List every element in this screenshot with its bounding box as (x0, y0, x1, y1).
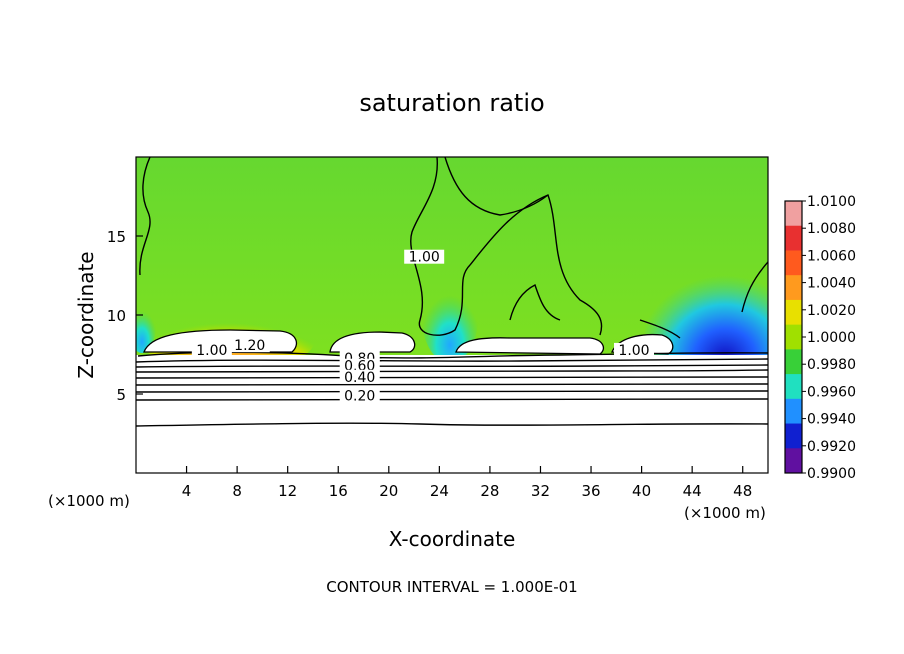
x-tick-label: 16 (329, 482, 348, 500)
colorbar-label: 1.0000 (807, 330, 856, 346)
colorbar-label: 0.9920 (807, 439, 856, 455)
contour-0-10 (136, 422, 768, 427)
x-axis-ticks: 4 8 12 16 20 24 28 32 36 40 44 48 (182, 466, 752, 500)
colorbar-label: 1.0040 (807, 276, 856, 292)
x-tick-label: 28 (480, 482, 499, 500)
contour-interval-note: CONTOUR INTERVAL = 1.000E-01 (326, 578, 577, 596)
contour-label-bg (229, 338, 270, 353)
colorbar-swatch (785, 201, 802, 227)
colorbar-swatch (785, 250, 802, 276)
colorbar-swatch (785, 324, 802, 350)
contour-label: 0.40 (344, 370, 375, 386)
x-tick-label: 20 (379, 482, 398, 500)
x-tick-label: 12 (278, 482, 297, 500)
contour-0-60 (136, 369, 768, 373)
y-tick-label: 10 (107, 307, 126, 325)
colorbar-swatch (785, 374, 802, 400)
colorbar-label: 0.9900 (807, 466, 856, 482)
colorbar-label: 0.9940 (807, 412, 856, 428)
colorbar-label: 0.9960 (807, 384, 856, 400)
colorbar-swatch (785, 398, 802, 425)
contour-label-bg (191, 342, 232, 357)
chart-title: saturation ratio (359, 89, 544, 117)
y-tick-label: 15 (107, 228, 126, 246)
contour-line-north (444, 157, 549, 216)
y-axis-unit: (×1000 m) (48, 492, 130, 510)
contour-0-40 (136, 383, 768, 386)
contour-label-bg (404, 249, 445, 264)
contour-0-50 (136, 376, 768, 379)
contour-0-80 (136, 358, 768, 363)
colorbar-swatch (785, 349, 802, 375)
contour-0-20 (136, 398, 768, 401)
contour-label-bg (339, 369, 380, 384)
x-tick-label: 44 (683, 482, 702, 500)
contour-line-east (741, 261, 768, 313)
x-tick-label: 8 (232, 482, 242, 500)
contour-labels: 1.001.001.201.000.800.600.400.20 (191, 249, 655, 405)
colorbar-label: 1.0020 (807, 303, 856, 319)
x-tick-label: 48 (733, 482, 752, 500)
cloud-lens-2 (329, 331, 416, 353)
colorbar-swatch (785, 225, 802, 251)
contour-0-70 (136, 364, 768, 368)
colorbar-label: 0.9980 (807, 357, 856, 373)
contour-0-30 (136, 390, 768, 393)
colorbar-label: 1.0080 (807, 221, 856, 237)
cloud-lens-3 (455, 337, 605, 355)
contour-label: 1.00 (409, 250, 440, 266)
x-axis-title: X-coordinate (389, 527, 516, 551)
contour-1-00 (137, 351, 768, 359)
low-saturation-region-west (136, 297, 156, 353)
lower-atmosphere (136, 355, 768, 473)
contour-line-west (139, 157, 151, 276)
contour-label-bg (339, 358, 380, 373)
contour-lines (136, 157, 768, 427)
colorbar-swatch (785, 299, 802, 326)
contour-line-center (410, 157, 603, 336)
contour-label: 0.20 (344, 389, 375, 405)
colorbar-swatch (785, 448, 802, 474)
contour-label: 1.00 (618, 343, 649, 359)
contour-label-bg (614, 342, 655, 357)
colorbar-label: 1.0060 (807, 248, 856, 264)
y-axis-ticks: 5 10 15 (107, 228, 143, 404)
colorbar-swatch (785, 423, 802, 449)
x-tick-label: 36 (581, 482, 600, 500)
colorbar-swatch (785, 275, 802, 301)
y-tick-label: 5 (116, 386, 126, 404)
x-tick-label: 4 (182, 482, 192, 500)
x-tick-label: 24 (430, 482, 449, 500)
contour-label: 1.00 (196, 343, 227, 359)
contour-line-ridge (509, 284, 561, 321)
colorbar-label: 1.0100 (807, 194, 856, 210)
y-axis-title: Z-coordinate (74, 251, 98, 378)
contour-label: 1.20 (234, 338, 265, 354)
heatmap-field (136, 157, 768, 473)
x-tick-label: 40 (632, 482, 651, 500)
contour-label-bg (339, 388, 380, 403)
colorbar: 1.0100 1.0080 1.0060 1.0040 1.0020 1.0000 0.99… (784, 194, 856, 482)
x-tick-label: 32 (531, 482, 550, 500)
x-axis-unit: (×1000 m) (684, 504, 766, 522)
low-saturation-region-mid (422, 273, 478, 363)
contour-line-east-loop (639, 319, 681, 339)
